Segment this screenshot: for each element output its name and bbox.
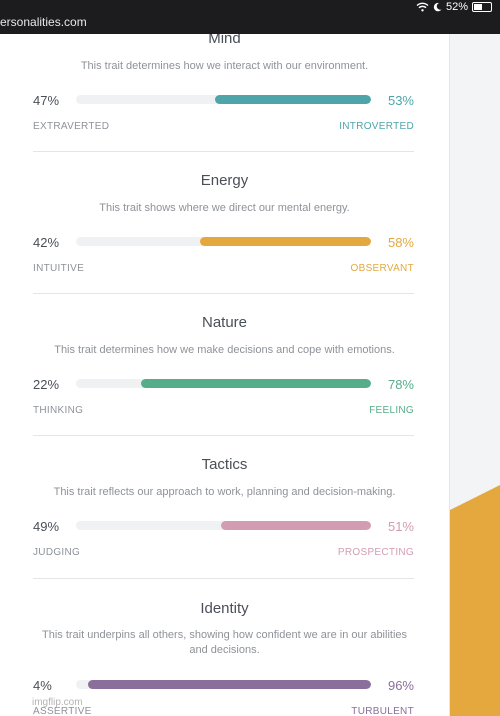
right-label: INTROVERTED	[339, 121, 414, 132]
side-accent-shape	[450, 485, 500, 716]
trait-title: Mind	[208, 34, 241, 47]
trait-bar-fill	[199, 237, 371, 246]
right-label: PROSPECTING	[337, 547, 414, 558]
left-percent: 49%	[33, 519, 60, 534]
trait-bar	[76, 95, 371, 104]
left-percent: 22%	[33, 377, 60, 392]
trait-title: Identity	[200, 600, 249, 617]
trait-bar-fill	[87, 680, 371, 689]
left-percent: 47%	[33, 93, 60, 108]
right-label: FEELING	[369, 405, 414, 416]
left-percent: 4%	[33, 678, 52, 693]
left-percent: 42%	[33, 235, 60, 250]
trait-title: Tactics	[201, 456, 248, 473]
trait-description: This trait determines how we interact wi…	[80, 60, 369, 72]
trait-bar	[76, 680, 371, 689]
trait-bar-fill	[220, 521, 371, 530]
trait-description: This trait determines how we make decisi…	[54, 344, 395, 356]
url-text[interactable]: ersonalities.com	[0, 15, 87, 29]
right-percent: 78%	[387, 377, 414, 392]
trait-bar	[76, 379, 371, 388]
battery-fill	[474, 4, 483, 10]
battery-icon	[472, 2, 492, 12]
right-percent: 53%	[387, 93, 414, 108]
left-label: EXTRAVERTED	[33, 121, 110, 132]
divider	[33, 578, 414, 579]
status-bar: ersonalities.com 52%	[0, 0, 500, 34]
trait-description: This trait underpins all others, showing…	[41, 629, 408, 656]
right-label: OBSERVANT	[350, 263, 414, 274]
divider	[33, 151, 414, 152]
trait-description: This trait reflects our approach to work…	[53, 486, 396, 498]
trait-bar-fill	[214, 95, 371, 104]
divider	[33, 293, 414, 294]
trait-description: This trait shows where we direct our men…	[99, 202, 350, 214]
left-label: INTUITIVE	[33, 263, 85, 274]
left-label: ASSERTIVE	[33, 706, 92, 716]
trait-title: Nature	[201, 314, 248, 331]
moon-icon	[433, 2, 442, 12]
side-panel	[450, 34, 500, 716]
left-label: JUDGING	[33, 547, 81, 558]
trait-bar-fill	[140, 379, 371, 388]
right-percent: 51%	[387, 519, 414, 534]
right-label: TURBULENT	[351, 706, 414, 716]
wifi-icon	[416, 2, 429, 12]
trait-bar	[76, 237, 371, 246]
left-label: THINKING	[33, 405, 84, 416]
watermark: imgflip.com	[32, 697, 83, 708]
status-icons: 52%	[416, 1, 492, 13]
personality-traits-panel: Mind This trait determines how we intera…	[0, 34, 450, 716]
divider	[33, 435, 414, 436]
right-percent: 58%	[387, 235, 414, 250]
right-percent: 96%	[387, 678, 414, 693]
trait-bar	[76, 521, 371, 530]
trait-title: Energy	[200, 172, 249, 189]
battery-percent: 52%	[445, 1, 468, 13]
